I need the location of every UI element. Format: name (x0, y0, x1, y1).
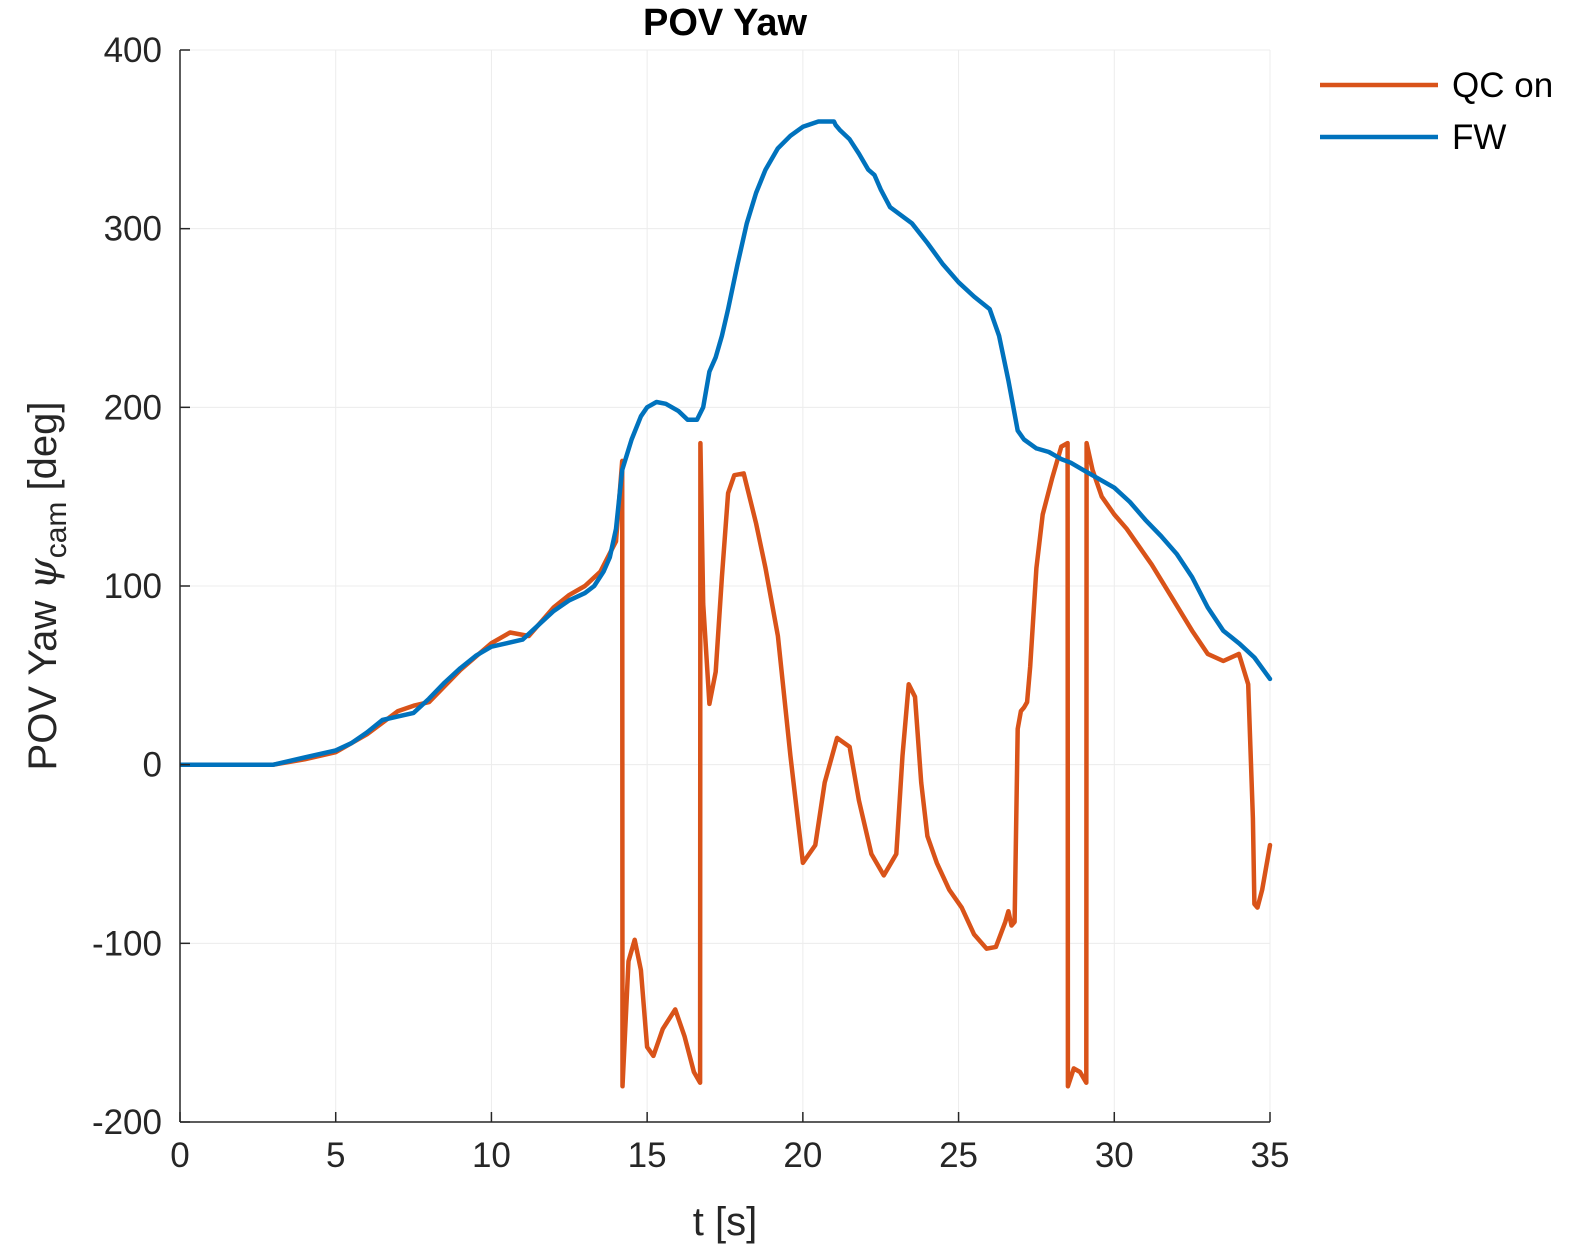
y-axis-label-subscript: cam (40, 502, 73, 559)
y-tick-label: -100 (92, 924, 162, 963)
series-layer (180, 119, 1273, 1089)
x-tick-label: 5 (326, 1136, 345, 1175)
legend-label: FW (1452, 118, 1506, 157)
legend: QC on FW (1320, 66, 1553, 157)
y-tick-label: 400 (104, 31, 162, 70)
y-axis-label-symbol: ψ (20, 558, 66, 590)
legend-label: QC on (1452, 66, 1553, 105)
x-tick-label: 35 (1251, 1136, 1290, 1175)
y-tick-label: 200 (104, 388, 162, 427)
x-tick-label: 25 (939, 1136, 978, 1175)
y-tick-label: 0 (143, 746, 162, 785)
x-tick-label: 30 (1095, 1136, 1134, 1175)
series-line-fw (180, 119, 1273, 767)
x-tick-label: 15 (628, 1136, 667, 1175)
y-axis-label-main: POV Yaw (21, 590, 65, 771)
chart-title: POV Yaw (643, 2, 808, 44)
y-tick-label: 300 (104, 210, 162, 249)
series-line-qc-on (180, 440, 1273, 1089)
x-tick-label: 0 (170, 1136, 189, 1175)
x-tick-label: 20 (783, 1136, 822, 1175)
y-tick-label: 100 (104, 567, 162, 606)
y-axis-label: POV Yaw ψcam [deg] (20, 402, 73, 771)
x-axis-label: t [s] (693, 1200, 757, 1244)
ticks: 0 5 10 15 20 25 30 35 -200 -100 0 100 200 300 400 (92, 31, 1290, 1175)
y-axis-label-unit: [deg] (21, 402, 65, 502)
y-tick-label: -200 (92, 1103, 162, 1142)
x-tick-label: 10 (472, 1136, 511, 1175)
